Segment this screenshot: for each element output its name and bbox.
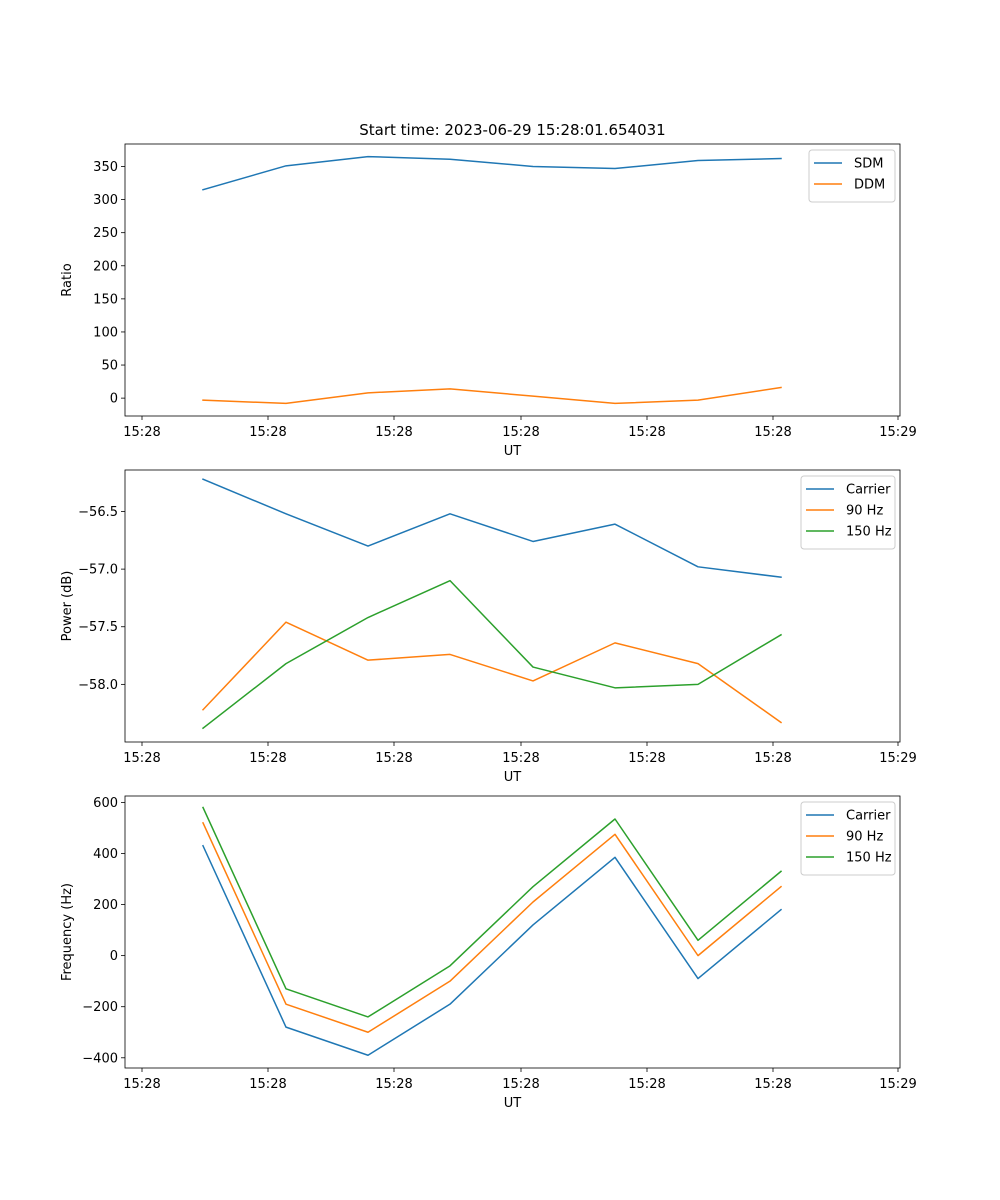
legend: Carrier 90 Hz 150 Hz — [800, 801, 896, 876]
y-tick-label: 200 — [93, 259, 118, 274]
series-line-90-hz — [202, 821, 783, 1033]
legend: Carrier 90 Hz 150 Hz — [800, 475, 896, 550]
axes-frame — [124, 795, 901, 1069]
legend-label: 90 Hz — [846, 504, 883, 519]
y-tick-label: −200 — [82, 1000, 118, 1015]
chart-panel-2: 15:28 15:28 15:28 15:28 15:28 15:28 15:29 −58.0… — [60, 469, 917, 785]
x-tick-label: 15:28 — [628, 751, 665, 766]
y-tick-label: −57.5 — [78, 620, 118, 635]
x-tick-label: 15:28 — [123, 425, 160, 440]
legend-label: Carrier — [846, 809, 891, 824]
y-tick-label: 350 — [93, 160, 118, 175]
figure-title: Start time: 2023-06-29 15:28:01.654031 — [359, 121, 665, 139]
y-tick-label: 50 — [101, 359, 118, 374]
x-tick-label: 15:28 — [375, 1077, 412, 1092]
x-axis-label: UT — [504, 1096, 522, 1111]
y-tick-label: 600 — [93, 796, 118, 811]
x-tick-label: 15:28 — [123, 1077, 160, 1092]
series-line-sdm — [202, 155, 782, 191]
legend-label: 90 Hz — [846, 830, 883, 845]
y-axis-label: Frequency (Hz) — [60, 883, 75, 981]
x-tick-label: 15:28 — [375, 751, 412, 766]
y-tick-label: 250 — [93, 226, 118, 241]
legend-label: 150 Hz — [846, 525, 892, 540]
legend-label: DDM — [854, 178, 885, 193]
x-tick-label: 15:28 — [249, 751, 286, 766]
x-tick-label: 15:28 — [628, 1077, 665, 1092]
y-axis-label: Ratio — [60, 263, 75, 296]
y-tick-label: −58.0 — [78, 678, 118, 693]
legend: SDM DDM — [808, 149, 896, 203]
x-axis-label: UT — [504, 770, 522, 785]
y-tick-label: 0 — [110, 392, 118, 407]
legend-label: SDM — [854, 157, 883, 172]
legend-label: Carrier — [846, 483, 891, 498]
y-tick-label: 300 — [93, 193, 118, 208]
y-tick-label: −57.0 — [78, 563, 118, 578]
x-tick-label: 15:28 — [754, 751, 791, 766]
chart-panel-1: 15:28 15:28 15:28 15:28 15:28 15:28 15:29 0 50 10… — [60, 143, 917, 459]
y-tick-label: 100 — [93, 325, 118, 340]
y-tick-label: −56.5 — [78, 505, 118, 520]
y-axis-label: Power (dB) — [60, 571, 75, 642]
x-tick-label: 15:28 — [502, 1077, 539, 1092]
x-tick-label: 15:29 — [879, 751, 916, 766]
x-tick-label: 15:28 — [249, 1077, 286, 1092]
axes-frame — [124, 143, 901, 417]
y-tick-label: −400 — [82, 1051, 118, 1066]
series-line-150-hz — [202, 806, 783, 1018]
y-tick-label: 150 — [93, 292, 118, 307]
series-line-150-hz — [201, 579, 783, 730]
series-line-90-hz — [201, 621, 783, 724]
x-tick-label: 15:28 — [375, 425, 412, 440]
x-tick-label: 15:28 — [249, 425, 286, 440]
chart-panel-3: 15:28 15:28 15:28 15:28 15:28 15:28 15:29 −400 −… — [60, 795, 917, 1111]
x-tick-label: 15:28 — [628, 425, 665, 440]
series-line-carrier — [202, 478, 782, 579]
x-tick-label: 15:28 — [754, 1077, 791, 1092]
x-tick-label: 15:29 — [879, 1077, 916, 1092]
series-line-ddm — [202, 386, 782, 405]
x-tick-label: 15:29 — [879, 425, 916, 440]
y-tick-label: 200 — [93, 898, 118, 913]
x-tick-label: 15:28 — [123, 751, 160, 766]
y-tick-label: 400 — [93, 847, 118, 862]
series-line-carrier — [202, 844, 783, 1056]
legend-label: 150 Hz — [846, 851, 892, 866]
x-tick-label: 15:28 — [502, 751, 539, 766]
x-tick-label: 15:28 — [754, 425, 791, 440]
x-axis-label: UT — [504, 444, 522, 459]
y-tick-label: 0 — [110, 949, 118, 964]
x-tick-label: 15:28 — [502, 425, 539, 440]
axes-frame — [124, 469, 901, 743]
